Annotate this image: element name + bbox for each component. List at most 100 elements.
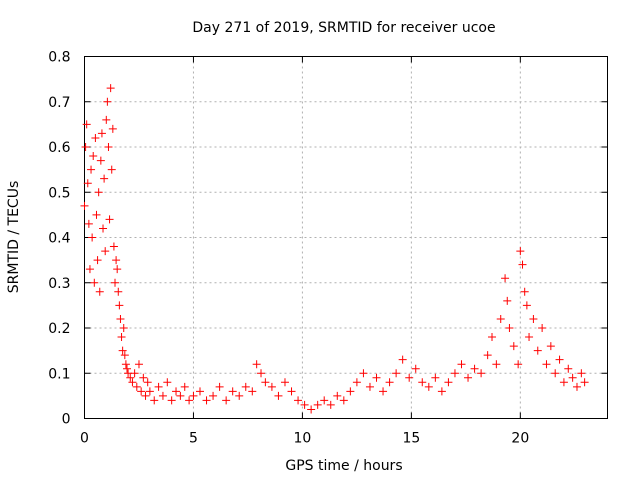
y-tick-label: 0.6 (48, 140, 70, 156)
x-axis-label: GPS time / hours (285, 458, 402, 474)
data-point (294, 396, 303, 405)
data-point (326, 400, 335, 409)
data-point (83, 179, 92, 188)
data-point (411, 364, 420, 373)
data-point (99, 224, 108, 233)
data-point (145, 387, 154, 396)
data-point (320, 396, 329, 405)
data-point (424, 382, 433, 391)
data-point (96, 156, 105, 165)
data-point (488, 333, 497, 342)
data-point (372, 373, 381, 382)
data-point (505, 324, 514, 332)
data-point (102, 115, 111, 124)
x-tick-label: 15 (402, 431, 420, 447)
data-point (185, 396, 194, 405)
x-tick-label: 0 (80, 431, 89, 447)
data-point (518, 260, 527, 269)
y-tick-label: 0.3 (48, 276, 70, 292)
x-tick-label: 5 (189, 431, 198, 447)
data-point (90, 278, 99, 287)
data-point (180, 382, 189, 391)
data-point (385, 378, 394, 387)
data-point (176, 391, 185, 400)
data-point (111, 278, 120, 287)
data-point (209, 391, 218, 400)
data-point (509, 342, 518, 351)
data-point (398, 355, 407, 364)
data-point (257, 369, 266, 378)
data-point (437, 387, 446, 396)
data-point (137, 387, 146, 396)
data-point (154, 382, 163, 391)
data-point (150, 396, 159, 405)
x-tick-label: 10 (294, 431, 312, 447)
data-point (405, 373, 414, 382)
y-tick-label: 0.1 (48, 366, 70, 382)
data-point (167, 396, 176, 405)
data-point (104, 143, 113, 151)
data-point (105, 215, 114, 224)
data-point (189, 391, 198, 400)
data-point (117, 333, 126, 342)
data-point (132, 382, 141, 391)
data-point (470, 364, 479, 373)
data-point (352, 378, 361, 387)
data-point (143, 378, 152, 387)
data-point (222, 396, 231, 405)
data-point (568, 373, 577, 382)
data-point (94, 188, 103, 197)
data-point (121, 360, 130, 369)
data-point (106, 84, 115, 93)
data-point (551, 369, 560, 378)
y-axis-label: SRMTID / TECUs (6, 181, 22, 294)
data-point (228, 387, 237, 396)
data-point (202, 396, 211, 405)
data-point (235, 391, 244, 400)
data-point (84, 219, 93, 228)
data-point (158, 391, 167, 400)
data-point (215, 382, 224, 391)
data-point (580, 378, 589, 387)
data-points (80, 84, 589, 414)
data-point (128, 378, 137, 387)
data-point (379, 387, 388, 396)
data-point (280, 378, 289, 387)
data-point (492, 360, 501, 369)
y-tick-label: 0.4 (48, 231, 70, 247)
data-point (103, 97, 112, 106)
data-point (91, 133, 100, 142)
data-point (572, 382, 581, 391)
data-point (496, 314, 505, 323)
data-point (82, 120, 91, 129)
y-tick-label: 0.7 (48, 95, 70, 111)
data-point (112, 256, 121, 265)
data-point (477, 369, 486, 378)
data-point (339, 396, 348, 405)
data-point (261, 378, 270, 387)
data-point (365, 382, 374, 391)
data-point (109, 242, 118, 251)
data-point (134, 360, 143, 369)
data-point (248, 387, 257, 396)
data-point (450, 369, 459, 378)
data-point (100, 174, 109, 183)
data-point (274, 391, 283, 400)
data-point (122, 364, 131, 373)
data-point (457, 360, 466, 369)
data-point (514, 360, 523, 369)
data-point (139, 373, 148, 382)
data-point (126, 373, 135, 382)
data-point (172, 387, 181, 396)
data-point (392, 369, 401, 378)
data-point (307, 405, 316, 414)
data-point (564, 364, 573, 373)
data-point (542, 360, 551, 369)
data-point (85, 265, 94, 274)
data-point (538, 324, 547, 332)
data-point (555, 355, 564, 364)
data-point (533, 346, 542, 355)
data-point (119, 324, 128, 332)
y-tick-labels: 0 0.1 0.2 0.3 0.4 0.5 0.6 0.7 0.8 (48, 50, 70, 428)
